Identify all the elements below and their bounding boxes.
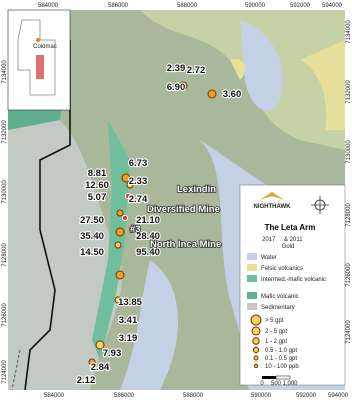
scale-label: 0: [260, 381, 264, 387]
gold-label: 21.10: [136, 215, 160, 226]
x-tick-label: 588000: [177, 3, 198, 9]
legend-year: 2017: [262, 237, 276, 243]
logo: NIGHTHAWK: [254, 204, 292, 210]
gold-label: 2.12: [77, 375, 96, 386]
geology-label: Intermed.-mafic volcanic: [261, 277, 326, 283]
sample-points: [88, 81, 217, 366]
y-tick-label: 7126000: [346, 263, 352, 287]
geology-label: Sedimentary: [261, 305, 295, 311]
gold-label: 95.40: [136, 247, 160, 258]
size-label: 0.1 - 0.5 gpt: [265, 356, 297, 362]
geology-label: Felsic volcanics: [261, 266, 303, 272]
gold-label: 3.19: [119, 333, 138, 344]
gold-label: 2.84: [91, 362, 110, 373]
mine-label: Diversified Mine: [147, 204, 220, 215]
inset: [7, 9, 71, 111]
x-tick-label: 590000: [251, 393, 272, 399]
gold-label: 7.93: [103, 348, 122, 359]
mine-label: Lexindin: [177, 184, 216, 195]
size-label: > 5 gpt: [265, 318, 284, 324]
x-tick-label: 586000: [108, 3, 129, 9]
inset-label: Colomac: [33, 44, 57, 50]
y-tick-label: 7134000: [2, 60, 8, 84]
x-tick-label: 592000: [290, 3, 311, 9]
gold-label: 13.85: [118, 297, 142, 308]
size-label: 2 - 5 gpt: [265, 329, 287, 335]
gold-label: 3.60: [223, 89, 242, 100]
gold-label: 14.50: [80, 247, 104, 258]
scale-label: 500: [271, 381, 282, 387]
size-label: 10 - 100 ppb: [265, 364, 299, 370]
y-tick-label: 7134000: [346, 20, 352, 44]
y-tick-label: 7132000: [2, 120, 8, 144]
y-tick-label: 7124000: [346, 320, 352, 344]
gold-label: 3.41: [119, 315, 138, 326]
gold-label: 5.07: [88, 192, 107, 203]
mine-label: #3: [130, 224, 141, 235]
x-tick-label: 594000: [328, 393, 349, 399]
y-tick-label: 7128000: [346, 203, 352, 227]
legend-year: & 2011: [284, 237, 303, 243]
gold-label: 6.90: [167, 82, 186, 93]
gold-label: 2.33: [129, 176, 148, 187]
legend-title: The Leta Arm: [265, 223, 316, 232]
y-tick-label: 7130000: [346, 140, 352, 164]
gold-label: 35.40: [80, 231, 104, 242]
legend-metal: Gold: [282, 244, 295, 250]
y-tick-label: 7126000: [2, 303, 8, 327]
x-tick-label: 586000: [114, 393, 135, 399]
x-tick-label: 584000: [44, 393, 65, 399]
geology-label: Water: [261, 255, 277, 261]
size-label: 1 - 2 gpt: [265, 339, 287, 345]
gold-label: 6.73: [129, 158, 148, 169]
scale-label: 1,000: [282, 381, 298, 387]
x-tick-label: 588000: [183, 393, 204, 399]
size-label: 0.5 - 1.0 gpt: [265, 348, 297, 354]
x-tick-label: 584000: [38, 3, 59, 9]
x-tick-label: 590000: [245, 3, 266, 9]
gold-label: 27.50: [80, 215, 104, 226]
legend-box: [239, 184, 346, 386]
y-tick-label: 7128000: [2, 243, 8, 267]
gold-label: 12.60: [85, 180, 109, 191]
gold-label: 28.40: [136, 231, 160, 242]
gold-label: 2.72: [187, 65, 206, 76]
gold-label: 2.39: [167, 63, 186, 74]
y-tick-label: 7130000: [2, 180, 8, 204]
y-tick-label: 7124000: [2, 360, 8, 384]
x-tick-label: 594000: [322, 3, 343, 9]
y-tick-label: 7132000: [346, 80, 352, 104]
x-tick-label: 592000: [296, 393, 317, 399]
gold-label: 8.81: [88, 168, 107, 179]
geology-label: Mafic volcanic: [261, 294, 299, 300]
mine-label: North Inca Mine: [150, 239, 221, 250]
gold-label: 2.74: [129, 194, 148, 205]
